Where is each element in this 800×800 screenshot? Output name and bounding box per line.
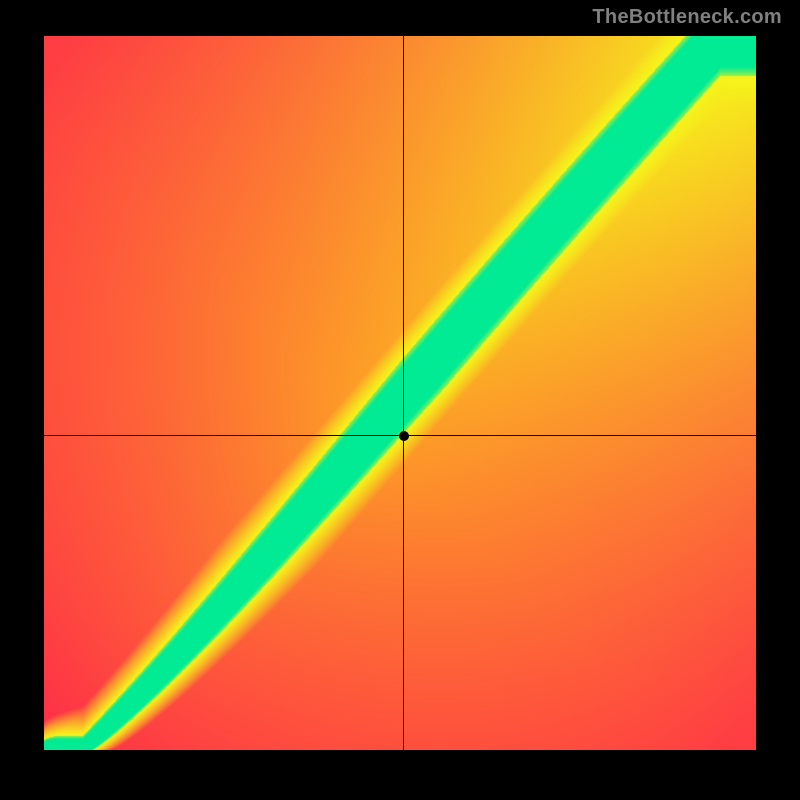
plot-frame [44, 36, 756, 750]
crosshair-vertical [403, 36, 404, 750]
watermark-label: TheBottleneck.com [592, 6, 782, 29]
chart-container: TheBottleneck.com [0, 0, 800, 800]
heatmap-canvas [44, 36, 756, 750]
crosshair-marker [399, 431, 409, 441]
